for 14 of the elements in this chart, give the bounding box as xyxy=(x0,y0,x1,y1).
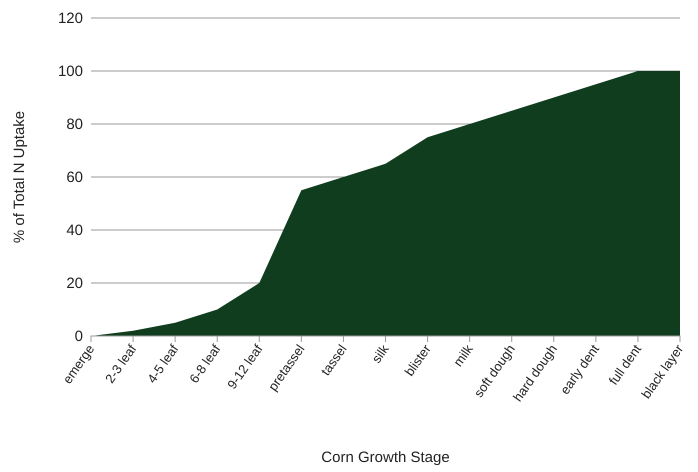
x-axis-title: Corn Growth Stage xyxy=(321,449,450,466)
y-tick-label: 40 xyxy=(66,222,83,239)
y-tick-label: 0 xyxy=(74,328,83,345)
x-tick-label: silk xyxy=(368,341,392,366)
y-tick-label: 80 xyxy=(66,116,83,133)
x-tick-label: 2-3 leaf xyxy=(102,341,140,386)
x-tick-label: milk xyxy=(450,341,476,370)
x-tick-label: 6-8 leaf xyxy=(186,341,224,386)
y-tick-label: 100 xyxy=(58,62,83,80)
y-tick-label: 20 xyxy=(66,274,83,292)
y-tick-label: 60 xyxy=(66,168,83,186)
x-tick-label: 4-5 leaf xyxy=(144,341,182,386)
y-axis-title: % of Total N Uptake xyxy=(11,110,28,244)
y-tick-label: 120 xyxy=(58,10,83,27)
